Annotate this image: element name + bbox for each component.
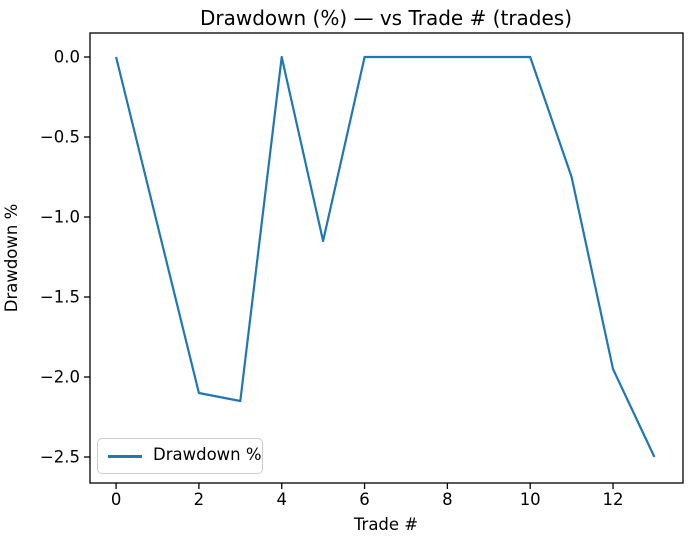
- legend-label: Drawdown %: [153, 444, 262, 464]
- x-tick-label: 6: [359, 490, 370, 509]
- plot-border: [89, 32, 684, 484]
- chart-title: Drawdown (%) — vs Trade # (trades): [200, 6, 572, 30]
- x-tick-label: 8: [442, 490, 453, 509]
- y-tick-label: −2.0: [40, 368, 80, 387]
- y-axis-label: Drawdown %: [2, 204, 21, 313]
- axis-tick-labels: 0 2 4 6 8 10 12 0.0 −0.5 −1.0 −1.5 −2.0 −2.5: [40, 48, 624, 510]
- y-tick-label: −1.0: [40, 208, 80, 227]
- legend-line-swatch: [108, 454, 142, 458]
- x-tick-label: 12: [603, 490, 624, 509]
- data-series: [115, 55, 656, 458]
- axis-ticks: [84, 56, 614, 489]
- legend: Drawdown %: [97, 438, 263, 474]
- x-tick-label: 0: [111, 490, 122, 509]
- x-tick-label: 4: [276, 490, 287, 509]
- y-tick-label: −0.5: [40, 128, 80, 147]
- series-line-drawdown-: [115, 55, 656, 458]
- y-tick-label: −2.5: [40, 448, 80, 467]
- x-axis-label: Trade #: [353, 515, 418, 534]
- y-tick-label: 0.0: [54, 48, 80, 67]
- y-tick-label: −1.5: [40, 288, 80, 307]
- x-tick-label: 10: [520, 490, 541, 509]
- x-tick-label: 2: [194, 490, 205, 509]
